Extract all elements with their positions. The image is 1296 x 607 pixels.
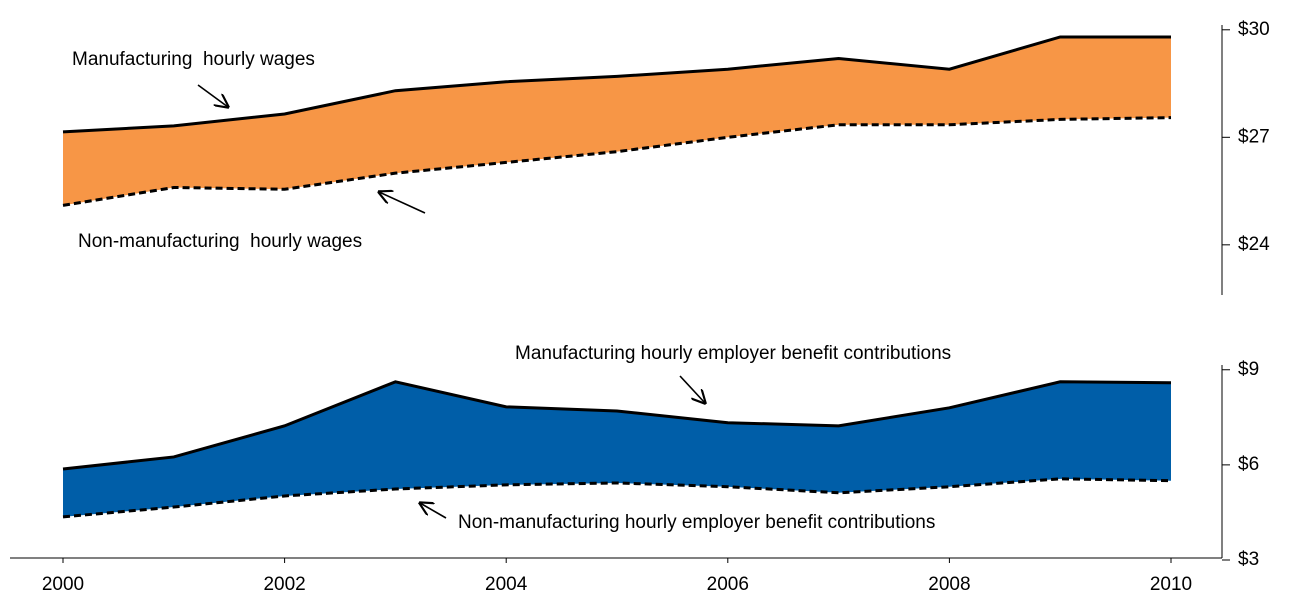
arrow xyxy=(197,84,228,107)
x-tick-label: 2006 xyxy=(707,574,749,595)
series-label: Manufacturing hourly employer benefit co… xyxy=(515,343,951,364)
series-label: Manufacturing hourly wages xyxy=(72,49,315,70)
y-tick-label: $9 xyxy=(1238,359,1259,380)
series-line xyxy=(62,477,1172,519)
x-tick-label: 2008 xyxy=(928,574,970,595)
y-tick-label: $30 xyxy=(1238,19,1270,40)
band-area xyxy=(63,381,1171,517)
annotation-arrows xyxy=(197,84,705,519)
y-tick-label: $27 xyxy=(1238,126,1270,147)
arrow xyxy=(679,375,705,403)
x-tick-label: 2004 xyxy=(485,574,528,595)
series-label: Non-manufacturing hourly wages xyxy=(78,231,362,252)
series-line xyxy=(62,380,1172,471)
series-line xyxy=(62,35,1171,134)
x-tick-label: 2010 xyxy=(1150,574,1192,595)
y-tick-label: $24 xyxy=(1238,234,1270,255)
y-tick-label: $3 xyxy=(1238,549,1259,570)
arrow xyxy=(420,503,447,519)
series-label: Non-manufacturing hourly employer benefi… xyxy=(458,512,935,533)
x-tick-label: 2000 xyxy=(42,574,84,595)
arrow xyxy=(379,192,426,214)
series-line xyxy=(62,116,1172,207)
band-area xyxy=(63,36,1171,206)
x-tick-label: 2002 xyxy=(263,574,305,595)
y-tick-label: $6 xyxy=(1238,454,1259,475)
